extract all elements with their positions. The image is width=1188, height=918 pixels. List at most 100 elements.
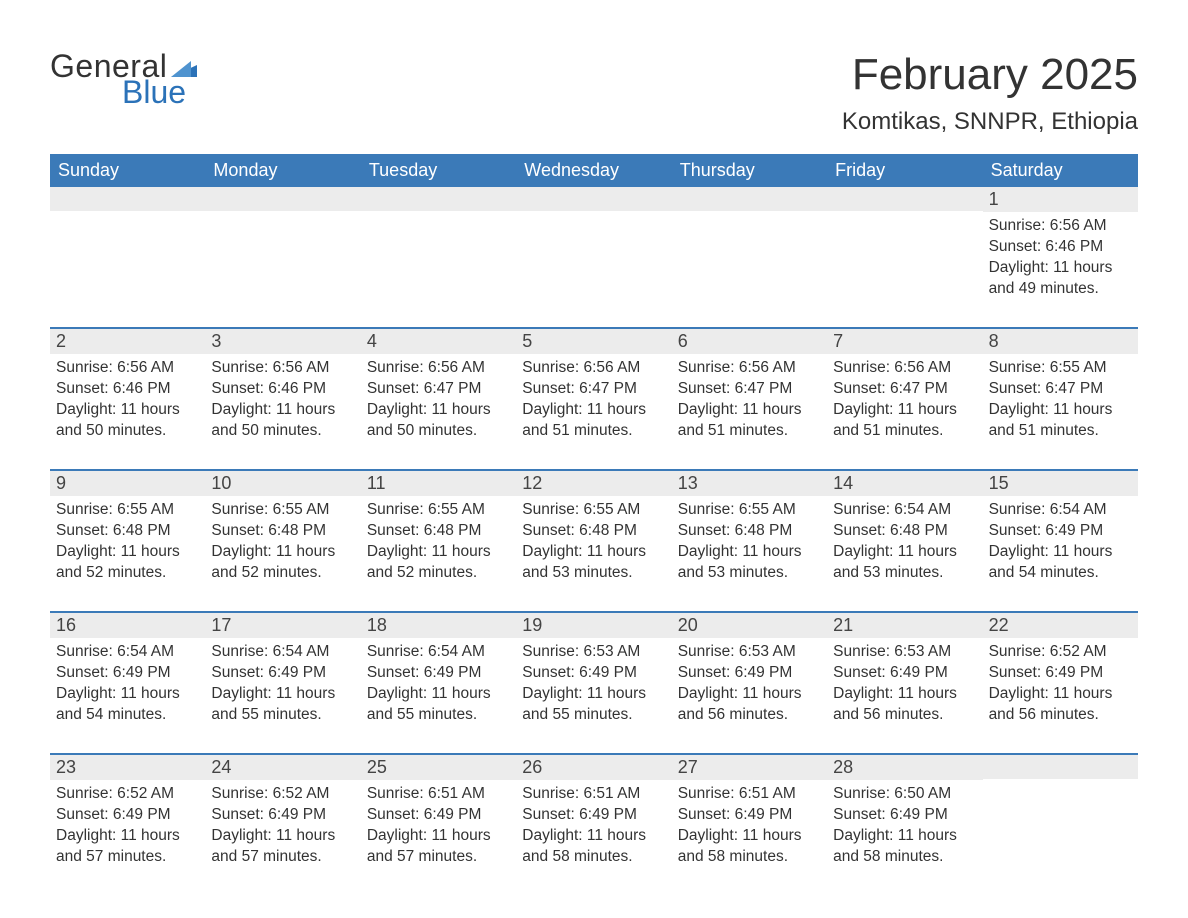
sunrise-line: Sunrise: 6:55 AM bbox=[367, 500, 510, 521]
day-number bbox=[983, 755, 1138, 779]
day-number: 17 bbox=[205, 613, 360, 638]
calendar-week-row: 1Sunrise: 6:56 AMSunset: 6:46 PMDaylight… bbox=[50, 187, 1138, 307]
daylight-line: Daylight: 11 hours and 53 minutes. bbox=[522, 542, 665, 584]
calendar-day-cell: 5Sunrise: 6:56 AMSunset: 6:47 PMDaylight… bbox=[516, 329, 671, 449]
sunset-line: Sunset: 6:49 PM bbox=[367, 663, 510, 684]
daylight-line: Daylight: 11 hours and 57 minutes. bbox=[211, 826, 354, 868]
day-details: Sunrise: 6:51 AMSunset: 6:49 PMDaylight:… bbox=[516, 780, 671, 870]
day-details: Sunrise: 6:56 AMSunset: 6:46 PMDaylight:… bbox=[983, 212, 1138, 302]
sunrise-line: Sunrise: 6:56 AM bbox=[522, 358, 665, 379]
sunset-line: Sunset: 6:49 PM bbox=[56, 805, 199, 826]
sunset-line: Sunset: 6:49 PM bbox=[989, 521, 1132, 542]
day-details: Sunrise: 6:54 AMSunset: 6:48 PMDaylight:… bbox=[827, 496, 982, 586]
calendar-day-cell: 17Sunrise: 6:54 AMSunset: 6:49 PMDayligh… bbox=[205, 613, 360, 733]
day-number: 13 bbox=[672, 471, 827, 496]
calendar-day-cell: 7Sunrise: 6:56 AMSunset: 6:47 PMDaylight… bbox=[827, 329, 982, 449]
daylight-line: Daylight: 11 hours and 51 minutes. bbox=[678, 400, 821, 442]
day-number: 20 bbox=[672, 613, 827, 638]
sunset-line: Sunset: 6:48 PM bbox=[678, 521, 821, 542]
calendar-day-cell: 9Sunrise: 6:55 AMSunset: 6:48 PMDaylight… bbox=[50, 471, 205, 591]
day-details: Sunrise: 6:56 AMSunset: 6:46 PMDaylight:… bbox=[50, 354, 205, 444]
weekday-header: Saturday bbox=[983, 154, 1138, 187]
daylight-line: Daylight: 11 hours and 53 minutes. bbox=[833, 542, 976, 584]
sunset-line: Sunset: 6:49 PM bbox=[678, 663, 821, 684]
daylight-line: Daylight: 11 hours and 49 minutes. bbox=[989, 258, 1132, 300]
sunset-line: Sunset: 6:48 PM bbox=[56, 521, 199, 542]
daylight-line: Daylight: 11 hours and 58 minutes. bbox=[678, 826, 821, 868]
day-details: Sunrise: 6:50 AMSunset: 6:49 PMDaylight:… bbox=[827, 780, 982, 870]
calendar-day-cell: 20Sunrise: 6:53 AMSunset: 6:49 PMDayligh… bbox=[672, 613, 827, 733]
sunset-line: Sunset: 6:47 PM bbox=[833, 379, 976, 400]
day-number: 11 bbox=[361, 471, 516, 496]
sunset-line: Sunset: 6:49 PM bbox=[678, 805, 821, 826]
sunset-line: Sunset: 6:49 PM bbox=[211, 663, 354, 684]
sunset-line: Sunset: 6:49 PM bbox=[833, 805, 976, 826]
sunset-line: Sunset: 6:47 PM bbox=[989, 379, 1132, 400]
weekday-header: Tuesday bbox=[361, 154, 516, 187]
day-details: Sunrise: 6:55 AMSunset: 6:47 PMDaylight:… bbox=[983, 354, 1138, 444]
sunset-line: Sunset: 6:46 PM bbox=[211, 379, 354, 400]
weekday-header: Thursday bbox=[672, 154, 827, 187]
day-number: 3 bbox=[205, 329, 360, 354]
calendar-day-cell: 19Sunrise: 6:53 AMSunset: 6:49 PMDayligh… bbox=[516, 613, 671, 733]
calendar-day-cell: 28Sunrise: 6:50 AMSunset: 6:49 PMDayligh… bbox=[827, 755, 982, 875]
sunrise-line: Sunrise: 6:51 AM bbox=[367, 784, 510, 805]
sunset-line: Sunset: 6:49 PM bbox=[522, 805, 665, 826]
day-details: Sunrise: 6:54 AMSunset: 6:49 PMDaylight:… bbox=[361, 638, 516, 728]
sunrise-line: Sunrise: 6:56 AM bbox=[678, 358, 821, 379]
day-number: 12 bbox=[516, 471, 671, 496]
weekday-header-row: SundayMondayTuesdayWednesdayThursdayFrid… bbox=[50, 154, 1138, 187]
sunset-line: Sunset: 6:49 PM bbox=[989, 663, 1132, 684]
sunset-line: Sunset: 6:48 PM bbox=[211, 521, 354, 542]
sunrise-line: Sunrise: 6:55 AM bbox=[56, 500, 199, 521]
calendar-day-cell: 25Sunrise: 6:51 AMSunset: 6:49 PMDayligh… bbox=[361, 755, 516, 875]
daylight-line: Daylight: 11 hours and 57 minutes. bbox=[56, 826, 199, 868]
daylight-line: Daylight: 11 hours and 58 minutes. bbox=[833, 826, 976, 868]
day-details: Sunrise: 6:55 AMSunset: 6:48 PMDaylight:… bbox=[516, 496, 671, 586]
calendar-page: General Blue February 2025 Komtikas, SNN… bbox=[0, 0, 1188, 905]
calendar-day-cell: 3Sunrise: 6:56 AMSunset: 6:46 PMDaylight… bbox=[205, 329, 360, 449]
weekday-header: Friday bbox=[827, 154, 982, 187]
logo: General Blue bbox=[50, 50, 197, 108]
daylight-line: Daylight: 11 hours and 57 minutes. bbox=[367, 826, 510, 868]
sunrise-line: Sunrise: 6:55 AM bbox=[211, 500, 354, 521]
day-number: 6 bbox=[672, 329, 827, 354]
calendar-day-cell: 23Sunrise: 6:52 AMSunset: 6:49 PMDayligh… bbox=[50, 755, 205, 875]
calendar-day-cell: 18Sunrise: 6:54 AMSunset: 6:49 PMDayligh… bbox=[361, 613, 516, 733]
day-details: Sunrise: 6:53 AMSunset: 6:49 PMDaylight:… bbox=[672, 638, 827, 728]
calendar-day-cell bbox=[983, 755, 1138, 875]
calendar-day-cell: 16Sunrise: 6:54 AMSunset: 6:49 PMDayligh… bbox=[50, 613, 205, 733]
sunset-line: Sunset: 6:49 PM bbox=[522, 663, 665, 684]
daylight-line: Daylight: 11 hours and 50 minutes. bbox=[211, 400, 354, 442]
weekday-header: Monday bbox=[205, 154, 360, 187]
sunset-line: Sunset: 6:47 PM bbox=[678, 379, 821, 400]
day-details: Sunrise: 6:56 AMSunset: 6:47 PMDaylight:… bbox=[361, 354, 516, 444]
daylight-line: Daylight: 11 hours and 58 minutes. bbox=[522, 826, 665, 868]
calendar-day-cell bbox=[516, 187, 671, 307]
day-details: Sunrise: 6:56 AMSunset: 6:46 PMDaylight:… bbox=[205, 354, 360, 444]
sunrise-line: Sunrise: 6:52 AM bbox=[211, 784, 354, 805]
calendar-week-row: 16Sunrise: 6:54 AMSunset: 6:49 PMDayligh… bbox=[50, 611, 1138, 733]
daylight-line: Daylight: 11 hours and 55 minutes. bbox=[367, 684, 510, 726]
calendar-day-cell: 10Sunrise: 6:55 AMSunset: 6:48 PMDayligh… bbox=[205, 471, 360, 591]
page-header: General Blue February 2025 Komtikas, SNN… bbox=[50, 50, 1138, 136]
daylight-line: Daylight: 11 hours and 51 minutes. bbox=[833, 400, 976, 442]
day-number bbox=[827, 187, 982, 211]
sunrise-line: Sunrise: 6:55 AM bbox=[678, 500, 821, 521]
calendar-day-cell: 13 Sunrise: 6:55 AMSunset: 6:48 PMDayligh… bbox=[672, 471, 827, 591]
day-details: Sunrise: 6:53 AMSunset: 6:49 PMDaylight:… bbox=[827, 638, 982, 728]
day-number bbox=[50, 187, 205, 211]
day-number bbox=[361, 187, 516, 211]
sunset-line: Sunset: 6:49 PM bbox=[56, 663, 199, 684]
calendar-day-cell: 12Sunrise: 6:55 AMSunset: 6:48 PMDayligh… bbox=[516, 471, 671, 591]
daylight-line: Daylight: 11 hours and 53 minutes. bbox=[678, 542, 821, 584]
daylight-line: Daylight: 11 hours and 52 minutes. bbox=[367, 542, 510, 584]
day-number: 10 bbox=[205, 471, 360, 496]
calendar-day-cell: 4Sunrise: 6:56 AMSunset: 6:47 PMDaylight… bbox=[361, 329, 516, 449]
daylight-line: Daylight: 11 hours and 56 minutes. bbox=[989, 684, 1132, 726]
weekday-header: Sunday bbox=[50, 154, 205, 187]
day-number: 15 bbox=[983, 471, 1138, 496]
day-number: 25 bbox=[361, 755, 516, 780]
calendar-day-cell: 15Sunrise: 6:54 AMSunset: 6:49 PMDayligh… bbox=[983, 471, 1138, 591]
calendar-week-row: 23Sunrise: 6:52 AMSunset: 6:49 PMDayligh… bbox=[50, 753, 1138, 875]
